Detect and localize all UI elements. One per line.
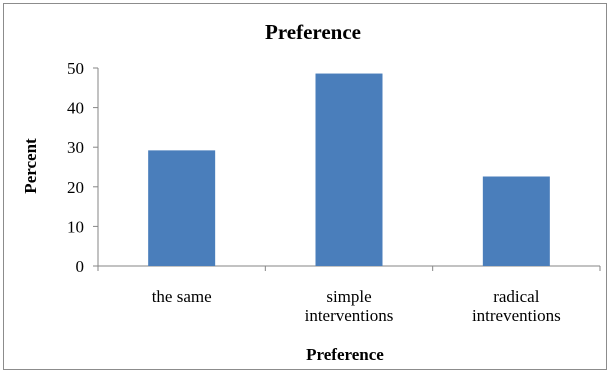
- x-axis-title: Preference: [306, 345, 384, 364]
- bar: [148, 150, 216, 266]
- x-tick-label-line: simple: [326, 287, 371, 306]
- y-axis-title: Percent: [21, 138, 40, 194]
- x-tick-label-line: radical: [493, 287, 540, 306]
- y-tick-label: 20: [67, 178, 84, 197]
- x-tick-label-line: the same: [152, 287, 212, 306]
- y-tick-label: 0: [76, 257, 85, 276]
- x-tick-label: simple interventions: [305, 287, 394, 325]
- plot-area: 0 10 20 30 40 50 the same simple interventions ra…: [67, 59, 601, 325]
- y-tick-label: 50: [67, 59, 84, 78]
- x-tick-label: radical intreventions: [472, 287, 561, 325]
- y-tick-label: 40: [67, 99, 84, 118]
- x-tick-label-line: intreventions: [472, 306, 561, 325]
- bar: [482, 176, 550, 266]
- y-tick-label: 10: [67, 217, 84, 236]
- chart-title: Preference: [265, 20, 361, 44]
- bar: [315, 73, 383, 266]
- x-tick-label: the same: [152, 287, 212, 306]
- y-tick-label: 30: [67, 138, 84, 157]
- x-tick-label-line: interventions: [305, 306, 394, 325]
